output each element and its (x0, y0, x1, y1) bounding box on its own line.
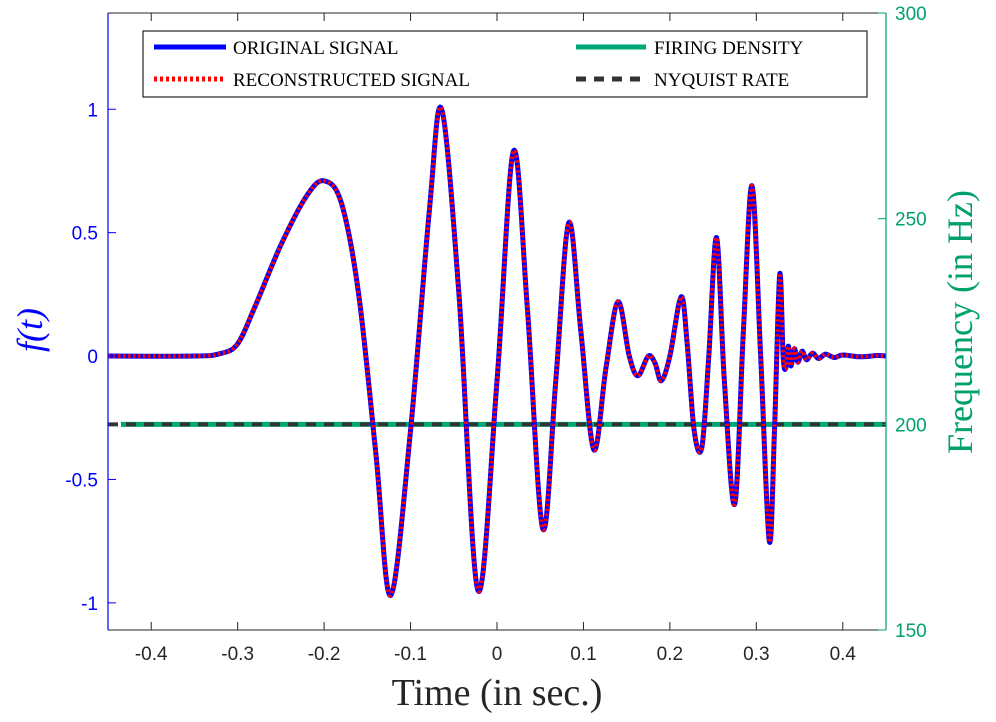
x-tick-label: -0.4 (135, 644, 168, 665)
y-right-tick-label: 250 (895, 210, 927, 231)
x-tick-label: -0.3 (221, 644, 254, 665)
left-axis-title: f(t) (10, 308, 50, 352)
x-tick-label: 0.4 (830, 644, 857, 665)
y-right-tick-label: 200 (895, 415, 927, 436)
y-left-tick-label: 1 (87, 100, 98, 121)
x-tick-label: -0.2 (308, 644, 341, 665)
right-axis-title: Frequency (in Hz) (940, 190, 980, 454)
legend-box (142, 30, 868, 98)
y-left-tick-label: -0.5 (65, 470, 98, 491)
legend-label-original: ORIGINAL SIGNAL (233, 38, 399, 59)
y-right-tick-label: 300 (895, 4, 927, 25)
y-right-tick-label: 150 (895, 621, 927, 642)
y-left-tick-label: 0 (87, 347, 98, 368)
x-tick-label: 0.3 (743, 644, 769, 665)
x-tick-label: 0.2 (657, 644, 683, 665)
series-layer (107, 104, 887, 598)
x-tick-label: -0.1 (394, 644, 427, 665)
plot-area-background (108, 13, 886, 630)
y-left-tick-label: -1 (81, 594, 98, 615)
series-line-reconstructed-signal (107, 105, 887, 598)
x-axis-title: Time (in sec.) (392, 672, 603, 714)
legend-label-firing: FIRING DENSITY (654, 38, 804, 59)
legend-label-nyquist: NYQUIST RATE (654, 70, 789, 91)
legend-label-reconstructed: RECONSTRUCTED SIGNAL (233, 70, 470, 91)
x-tick-label: 0.1 (570, 644, 596, 665)
legend: ORIGINAL SIGNAL RECONSTRUCTED SIGNAL FIR… (142, 30, 868, 98)
y-left-tick-label: 0.5 (72, 224, 98, 245)
x-tick-label: 0 (492, 644, 503, 665)
ticks-layer: -0.4 -0.3 -0.2 -0.1 0 0.1 0.2 0.3 0.4 -1 -0.5 0 0.5 1… (65, 4, 926, 665)
